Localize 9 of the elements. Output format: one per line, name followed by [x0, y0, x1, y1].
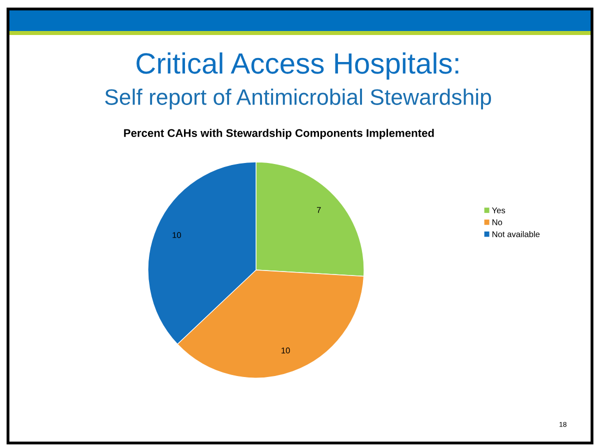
legend-label: Not available	[492, 231, 540, 238]
text: Percent CAHs with Stewardship Components Implemented	[124, 128, 434, 140]
chart-title: Critical Access Hospitals:	[136, 52, 458, 80]
legend-label: No	[492, 219, 502, 226]
data-label: 10	[282, 348, 290, 354]
chart-subtitle: Self report of Antimicrobial Stewardship	[105, 88, 491, 110]
data-label: 7	[316, 207, 321, 213]
data-label: 10	[172, 232, 181, 238]
legend-label: Yes	[492, 207, 506, 214]
